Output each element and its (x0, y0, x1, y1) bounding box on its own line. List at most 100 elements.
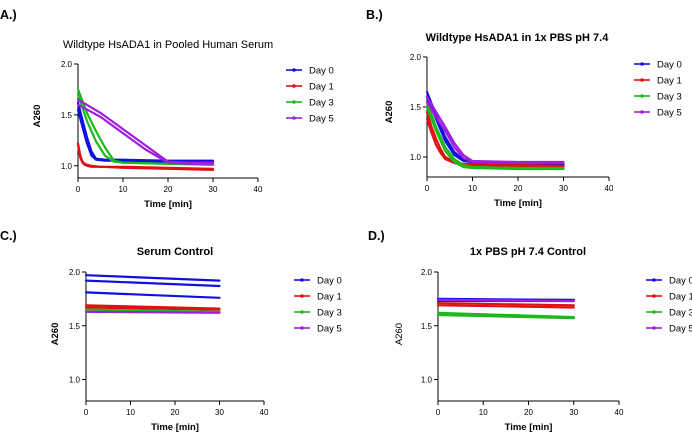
legend-marker-day-0 (292, 68, 296, 72)
panel-b-series-day-5-line-2 (425, 100, 565, 165)
panel-b-x-tick-label: 10 (468, 184, 477, 193)
panel-b-series-day-1-line-2 (425, 117, 565, 169)
panel-a-x-tick-label: 40 (254, 185, 263, 194)
panel-a-legend: Day 0 Day 1 Day 3 Day 5 (286, 66, 334, 125)
panel-d: D.) 1x PBS pH 7.4 Control A260 Time [min] 0 1… (368, 229, 692, 433)
panel-a-series-day-0-line-2 (76, 108, 215, 163)
panel-c-x-tick-label: 10 (126, 408, 135, 417)
legend-label-day-0: Day 0 (309, 66, 334, 77)
legend-marker-day-0 (640, 62, 644, 66)
legend-marker-day-3 (652, 310, 656, 314)
panel-b-x-tick-label: 40 (605, 184, 614, 193)
panel-c-title: Serum Control (137, 246, 213, 258)
panel-c-letter: C.) (0, 229, 17, 243)
panel-b-y-tick-label: 1.0 (410, 153, 422, 162)
panel-c-x-tick-label: 20 (171, 408, 180, 417)
legend-marker-day-5 (652, 326, 656, 330)
panel-a-title: Wildtype HsADA1 in Pooled Human Serum (63, 39, 273, 51)
legend-marker-day-3 (292, 100, 296, 104)
legend-label-day-1: Day 1 (309, 82, 334, 93)
panel-d-series-day-1-line-1 (436, 302, 575, 307)
legend-marker-day-5 (300, 326, 304, 330)
panel-b-letter: B.) (366, 8, 383, 22)
panel-d-legend: Day 0 Day 1 Day 3 Day 5 (646, 276, 692, 335)
legend-marker-day-1 (640, 78, 644, 82)
legend-label-day-1: Day 1 (317, 292, 342, 303)
panel-c-y-tick-label: 1.0 (69, 376, 81, 385)
panel-a-x-axis-label: Time [min] (144, 199, 192, 210)
panel-b-title: Wildtype HsADA1 in 1x PBS pH 7.4 (426, 32, 610, 44)
legend-marker-day-0 (300, 278, 304, 282)
panel-a-y-tick-label: 2.0 (61, 60, 73, 69)
panel-c-series-day-1-line-2 (84, 306, 221, 311)
panel-d-series-day-3-line-2 (436, 313, 575, 320)
panel-d-series-day-3-line-1 (436, 311, 575, 319)
legend-marker-day-1 (652, 294, 656, 298)
panel-a-x-tick-label: 30 (209, 185, 218, 194)
panel-c-series-day-1-line-1 (84, 304, 221, 310)
panel-c-y-tick-label: 2.0 (69, 268, 81, 277)
panel-c-y-tick-label: 1.5 (69, 322, 81, 331)
panel-d-y-axis-label: A260 (394, 323, 405, 345)
legend-marker-day-3 (300, 310, 304, 314)
panel-b-y-axis-label: A260 (384, 101, 395, 124)
panel-b-x-tick-label: 30 (559, 184, 568, 193)
legend-label-day-3: Day 3 (309, 98, 334, 109)
panel-c: C.) Serum Control A260 Time [min] 0 10 20 30 40 1… (0, 229, 342, 433)
panel-c-x-tick-label: 30 (215, 408, 224, 417)
panel-b-legend: Day 0 Day 1 Day 3 Day 5 (634, 60, 682, 119)
legend-label-day-5: Day 5 (657, 108, 682, 119)
panel-d-series-day-5-line-1 (436, 298, 575, 303)
panel-d-y-tick-label: 1.5 (421, 322, 433, 331)
panel-b-y-tick-label: 1.5 (410, 103, 422, 112)
panel-d-title: 1x PBS pH 7.4 Control (470, 246, 586, 258)
panel-a-x-tick-label: 0 (76, 185, 81, 194)
panel-b-x-tick-label: 20 (514, 184, 523, 193)
panel-a-y-tick-label: 1.0 (61, 162, 73, 171)
legend-label-day-1: Day 1 (657, 76, 682, 87)
legend-label-day-0: Day 0 (669, 276, 692, 287)
panel-b-x-tick-label: 0 (425, 184, 430, 193)
panel-a-y-tick-label: 1.5 (61, 111, 73, 120)
panel-a-x-tick-label: 20 (164, 185, 173, 194)
legend-label-day-3: Day 3 (317, 308, 342, 319)
panel-b-y-tick-label: 2.0 (410, 53, 422, 62)
legend-label-day-5: Day 5 (669, 324, 692, 335)
panel-d-y-tick-label: 2.0 (421, 268, 433, 277)
panel-d-letter: D.) (368, 229, 385, 243)
panel-c-x-tick-label: 0 (84, 408, 89, 417)
panel-d-x-axis-label: Time [min] (505, 422, 553, 433)
panel-d-x-tick-label: 0 (436, 408, 441, 417)
panel-c-legend: Day 0 Day 1 Day 3 Day 5 (294, 276, 342, 335)
panel-c-x-tick-label: 40 (260, 408, 269, 417)
panel-a-series-day-3-line-2 (76, 93, 215, 166)
panel-d-y-tick-label: 1.0 (421, 376, 433, 385)
panel-d-x-tick-label: 40 (615, 408, 624, 417)
panel-a-series-day-5-line-2 (76, 103, 215, 165)
legend-marker-day-3 (640, 94, 644, 98)
legend-marker-day-0 (652, 278, 656, 282)
panel-b-series-day-3-line-2 (425, 105, 565, 171)
panel-a-series-day-3-line-1 (76, 88, 215, 166)
panel-a-x-tick-label: 10 (119, 185, 128, 194)
panel-d-series-day-1-line-2 (436, 304, 575, 309)
panel-c-x-axis-label: Time [min] (151, 422, 199, 433)
legend-label-day-5: Day 5 (317, 324, 342, 335)
legend-marker-day-1 (292, 84, 296, 88)
legend-label-day-5: Day 5 (309, 114, 334, 125)
panel-c-series-day-0-line-1 (84, 274, 221, 282)
panel-d-x-tick-label: 20 (524, 408, 533, 417)
panel-b: B.) Wildtype HsADA1 in 1x PBS pH 7.4 A260 T… (366, 8, 682, 209)
panel-d-x-tick-label: 30 (569, 408, 578, 417)
legend-label-day-1: Day 1 (669, 292, 692, 303)
legend-marker-day-5 (292, 116, 296, 120)
legend-label-day-0: Day 0 (657, 60, 682, 71)
panel-c-series-day-0-line-2 (84, 279, 221, 288)
legend-label-day-3: Day 3 (669, 308, 692, 319)
panel-a-letter: A.) (0, 8, 17, 22)
legend-marker-day-5 (640, 110, 644, 114)
panel-c-series-day-3-line-1 (84, 308, 221, 313)
panel-c-series-day-5-line-1 (84, 310, 221, 314)
panel-a-series-day-1-line-2 (76, 144, 215, 171)
